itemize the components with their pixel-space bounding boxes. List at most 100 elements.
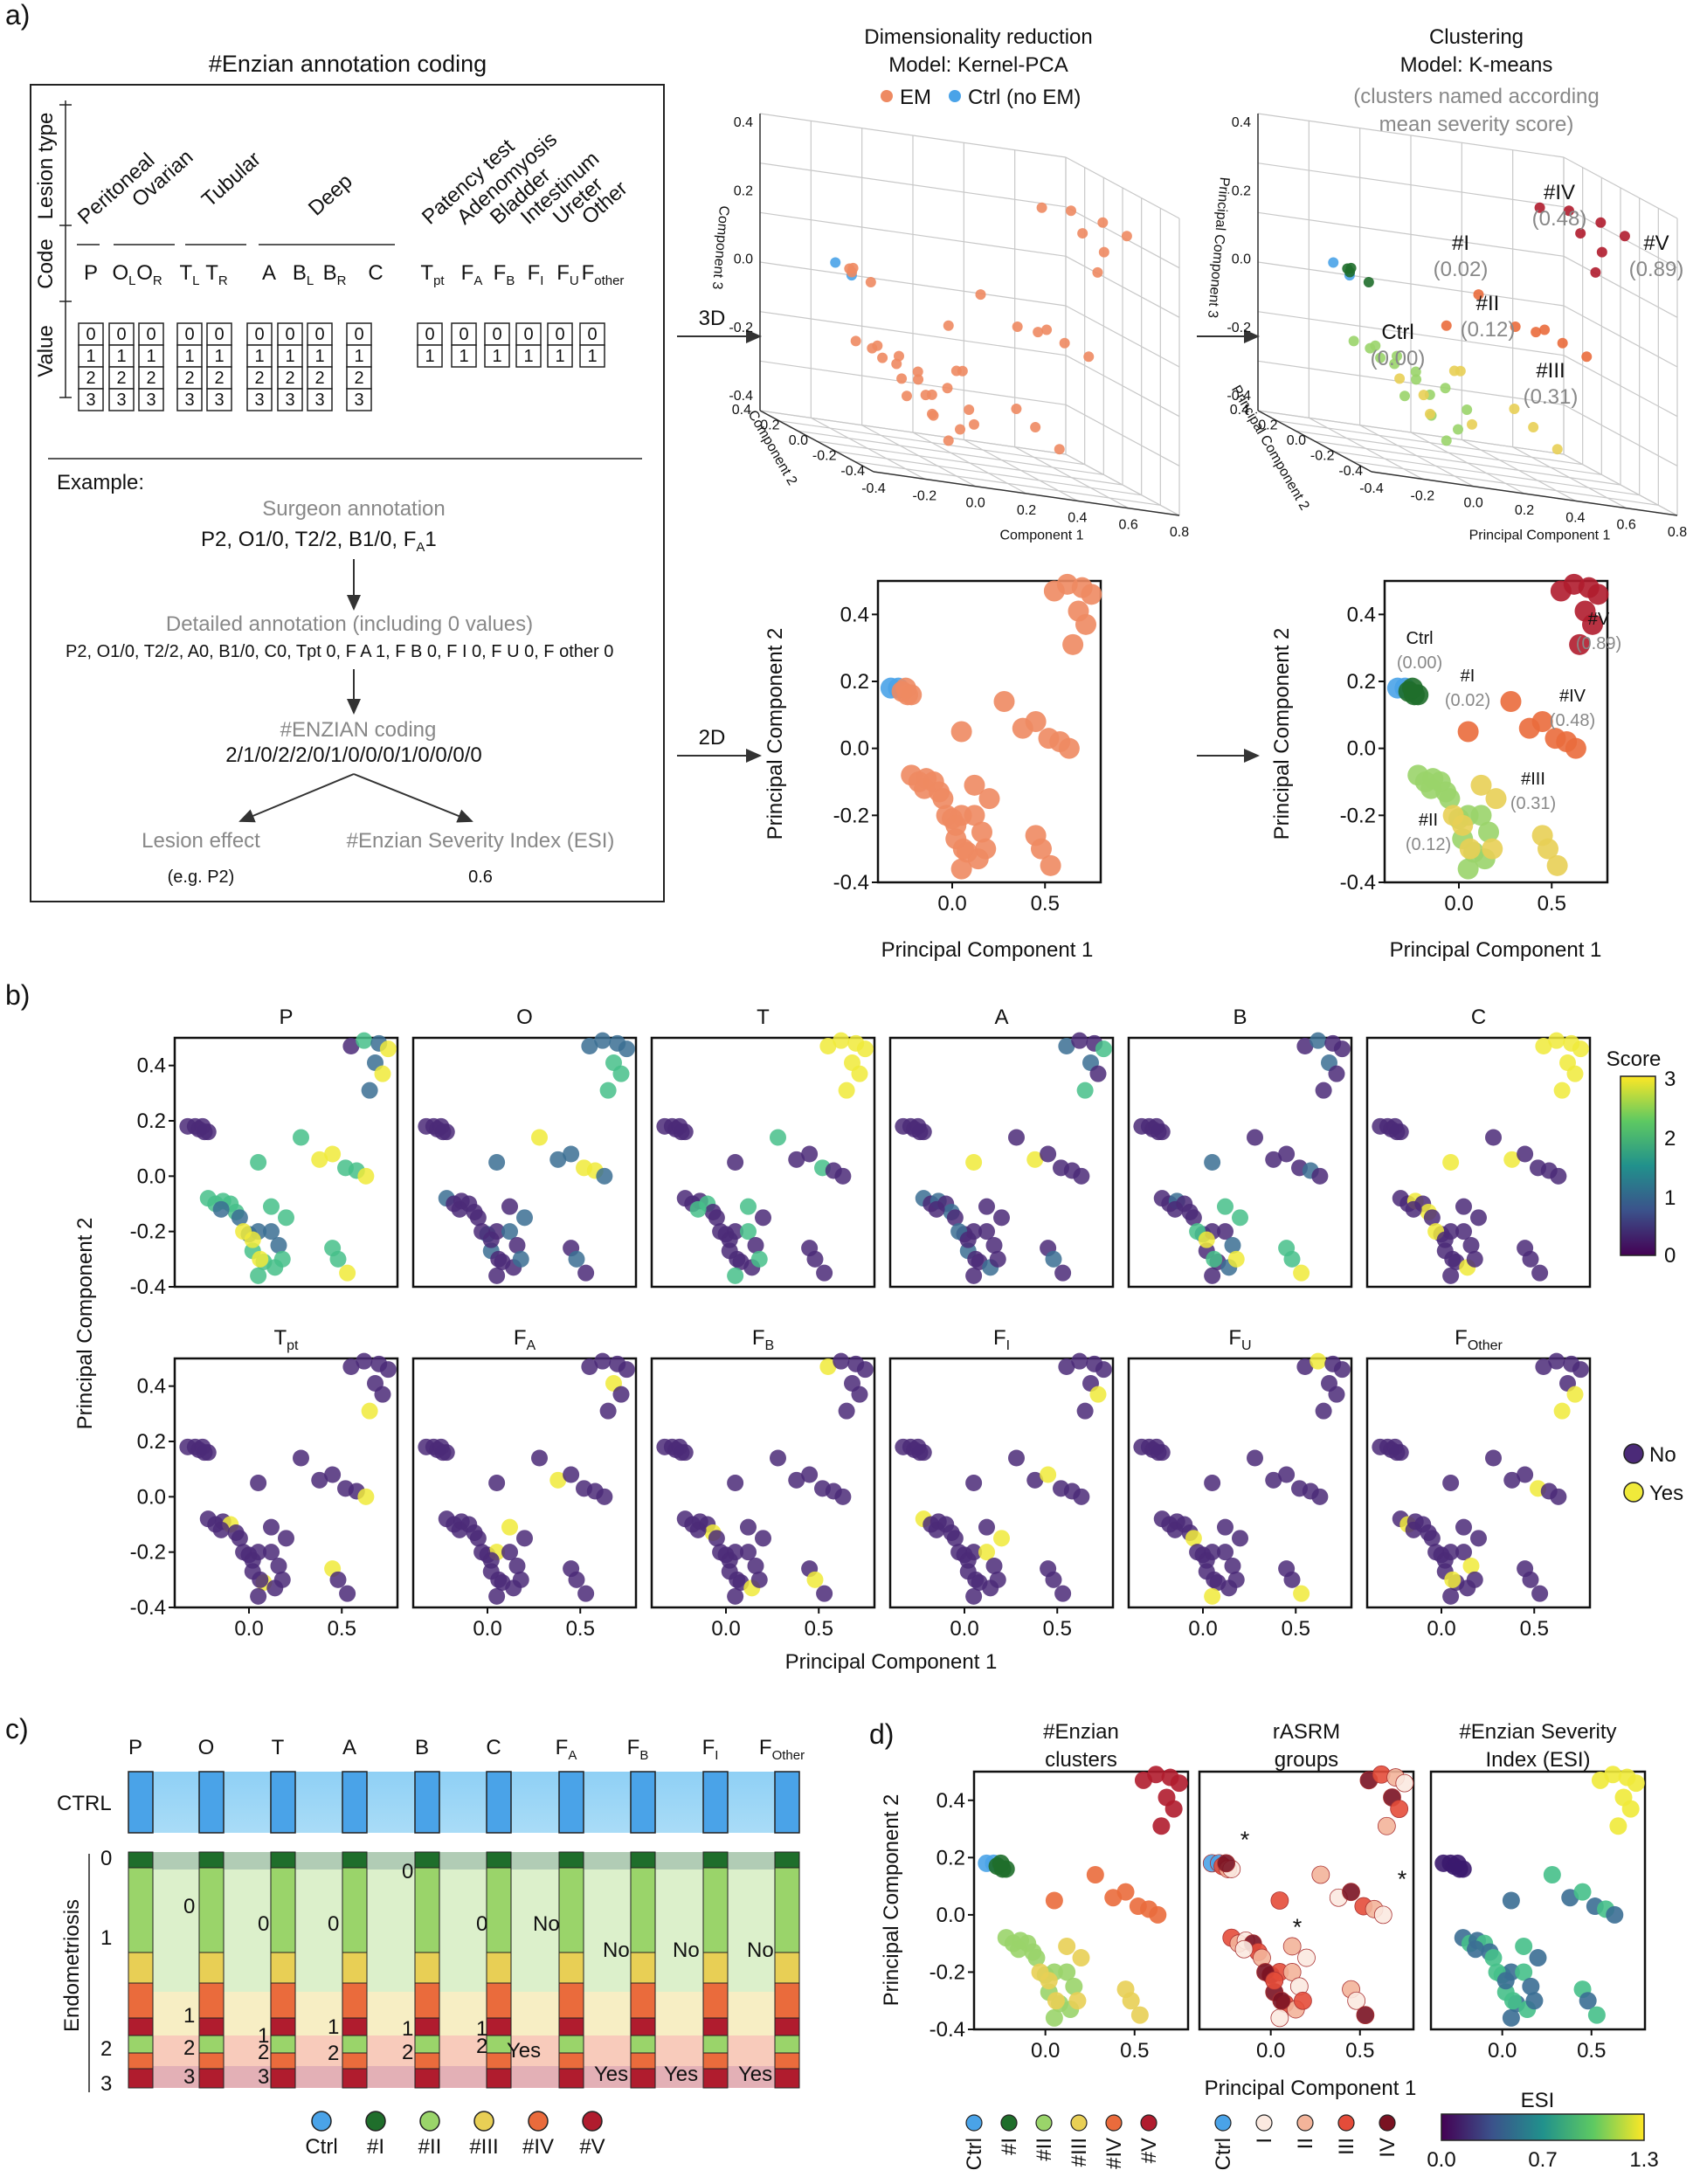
a2d-left-point bbox=[964, 805, 985, 826]
b-point bbox=[250, 1267, 267, 1284]
a2d-right-ytick-label: 0.4 bbox=[1347, 603, 1376, 626]
a2d-cluster-score: (0.00) bbox=[1397, 653, 1442, 673]
b-xtick-label: 0.0 bbox=[1427, 1617, 1455, 1641]
c-col-header: P bbox=[128, 1736, 142, 1759]
coding-title: #Enzian annotation coding bbox=[209, 51, 487, 77]
c-node-segment bbox=[414, 2017, 440, 2036]
enzian-coding-value: 2/1/0/2/2/0/1/0/0/0/1/0/0/0/0 bbox=[225, 743, 482, 767]
surgeon-title: Surgeon annotation bbox=[262, 497, 446, 521]
value-cell-binary-text: 0 bbox=[523, 325, 533, 344]
b-point bbox=[833, 1352, 850, 1370]
b-point bbox=[1073, 1488, 1090, 1505]
b-point bbox=[1436, 1231, 1454, 1248]
tick3d-x: -0.2 bbox=[1411, 488, 1435, 503]
b-point bbox=[339, 1585, 356, 1602]
b-point bbox=[1293, 1264, 1310, 1282]
value-cell-binary-text: 0 bbox=[425, 325, 434, 344]
value-cell bbox=[277, 366, 303, 390]
b-point bbox=[1444, 1250, 1462, 1268]
b-point bbox=[838, 1082, 855, 1099]
code-sub-7: R bbox=[337, 273, 347, 288]
value-cell-text: 2 bbox=[146, 369, 155, 388]
point3d bbox=[1054, 444, 1065, 455]
value-cell-text: 1 bbox=[254, 347, 264, 366]
b-point bbox=[788, 1151, 805, 1168]
value-cell bbox=[307, 388, 333, 411]
point3d bbox=[1534, 202, 1545, 213]
tick3d-x: 0.0 bbox=[1464, 496, 1483, 511]
value-cell-binary-text: 1 bbox=[425, 347, 434, 366]
coding-box bbox=[30, 84, 665, 902]
b-point bbox=[965, 1587, 983, 1605]
b-point bbox=[819, 1038, 837, 1054]
axis3d-label-x: Principal Component 1 bbox=[1469, 529, 1611, 543]
d-legend-cluster-label: #I bbox=[998, 2138, 1021, 2155]
a3d-cluster-name: #IV bbox=[1544, 181, 1575, 204]
point3d bbox=[1083, 351, 1095, 363]
b-point bbox=[357, 1167, 375, 1185]
value-cell-text: 0 bbox=[214, 325, 224, 344]
point3d bbox=[964, 404, 975, 415]
point3d bbox=[950, 365, 962, 377]
c-node-segment bbox=[414, 1867, 440, 1953]
grid3d-line bbox=[778, 420, 1085, 466]
c-node-segment bbox=[774, 2068, 800, 2089]
b-point bbox=[1095, 1361, 1112, 1379]
b-point bbox=[581, 1358, 598, 1375]
c-node-segment bbox=[486, 2017, 512, 2036]
c-node-segment bbox=[558, 2017, 584, 2036]
b-point bbox=[1265, 1151, 1282, 1168]
b-point bbox=[1455, 1198, 1472, 1215]
grid3d-line bbox=[1014, 446, 1129, 509]
value-cell-text: 1 bbox=[184, 347, 194, 366]
b-point bbox=[965, 1154, 983, 1171]
c-node-segment bbox=[486, 1952, 512, 1984]
b-point bbox=[212, 1200, 230, 1218]
b-point bbox=[1227, 1250, 1245, 1268]
c-ctrl-node bbox=[630, 1771, 656, 1834]
b-point bbox=[612, 1386, 630, 1403]
clust-note2: mean severity score) bbox=[1379, 113, 1574, 136]
b-point bbox=[801, 1145, 819, 1163]
tick3d-y: 0.2 bbox=[1258, 418, 1277, 433]
d-point bbox=[1356, 2006, 1375, 2025]
d-point bbox=[1311, 1865, 1330, 1884]
a2d-left-point bbox=[1040, 854, 1061, 876]
plot-3d-clusters: -0.4 -0.2 0.0 0.2 0.4 0.6 0.8-0.4-0.20.00.20.4… bbox=[1205, 113, 1687, 543]
tick3d-y: -0.2 bbox=[812, 449, 837, 464]
c-node-segment bbox=[198, 1851, 225, 1869]
b-point bbox=[488, 1587, 506, 1605]
c-inline-label: Yes bbox=[664, 2063, 698, 2086]
b-point bbox=[263, 1544, 280, 1561]
lesion-effect-title: Lesion effect bbox=[142, 829, 260, 853]
b-point bbox=[1206, 1571, 1223, 1588]
value-cell bbox=[108, 366, 135, 390]
d-legend-cluster-label: #V bbox=[1137, 2138, 1161, 2163]
c-node-segment bbox=[774, 1851, 800, 1869]
b-point bbox=[508, 1237, 526, 1254]
b-point bbox=[1550, 1167, 1567, 1185]
point3d bbox=[1370, 340, 1381, 351]
point3d bbox=[1345, 262, 1357, 273]
value-cell-text: 1 bbox=[314, 347, 324, 366]
b-point bbox=[989, 1250, 1006, 1268]
b-point bbox=[851, 1386, 868, 1403]
value-cell-text: 0 bbox=[86, 325, 95, 344]
a2d-left-point bbox=[993, 691, 1015, 712]
b-ytick-label: -0.4 bbox=[130, 1275, 166, 1299]
b-point bbox=[270, 1237, 287, 1254]
b-point bbox=[596, 1167, 613, 1185]
d-point bbox=[1294, 1991, 1312, 2010]
code-2: OR bbox=[136, 261, 162, 288]
b-point bbox=[488, 1154, 506, 1171]
point3d bbox=[1098, 246, 1109, 258]
dimred-title: Dimensionality reduction bbox=[864, 25, 1092, 49]
a3d-cluster-score: (0.48) bbox=[1532, 207, 1587, 231]
esi-value: 0.6 bbox=[468, 867, 493, 887]
b-point bbox=[1485, 1129, 1502, 1146]
b-title: FA bbox=[514, 1326, 536, 1353]
value-cell-binary-text: 0 bbox=[555, 325, 564, 344]
panel-b-xlabel: Principal Component 1 bbox=[785, 1650, 998, 1674]
c-inline-label: 0 bbox=[328, 1912, 339, 1936]
b-title: O bbox=[516, 1006, 533, 1029]
